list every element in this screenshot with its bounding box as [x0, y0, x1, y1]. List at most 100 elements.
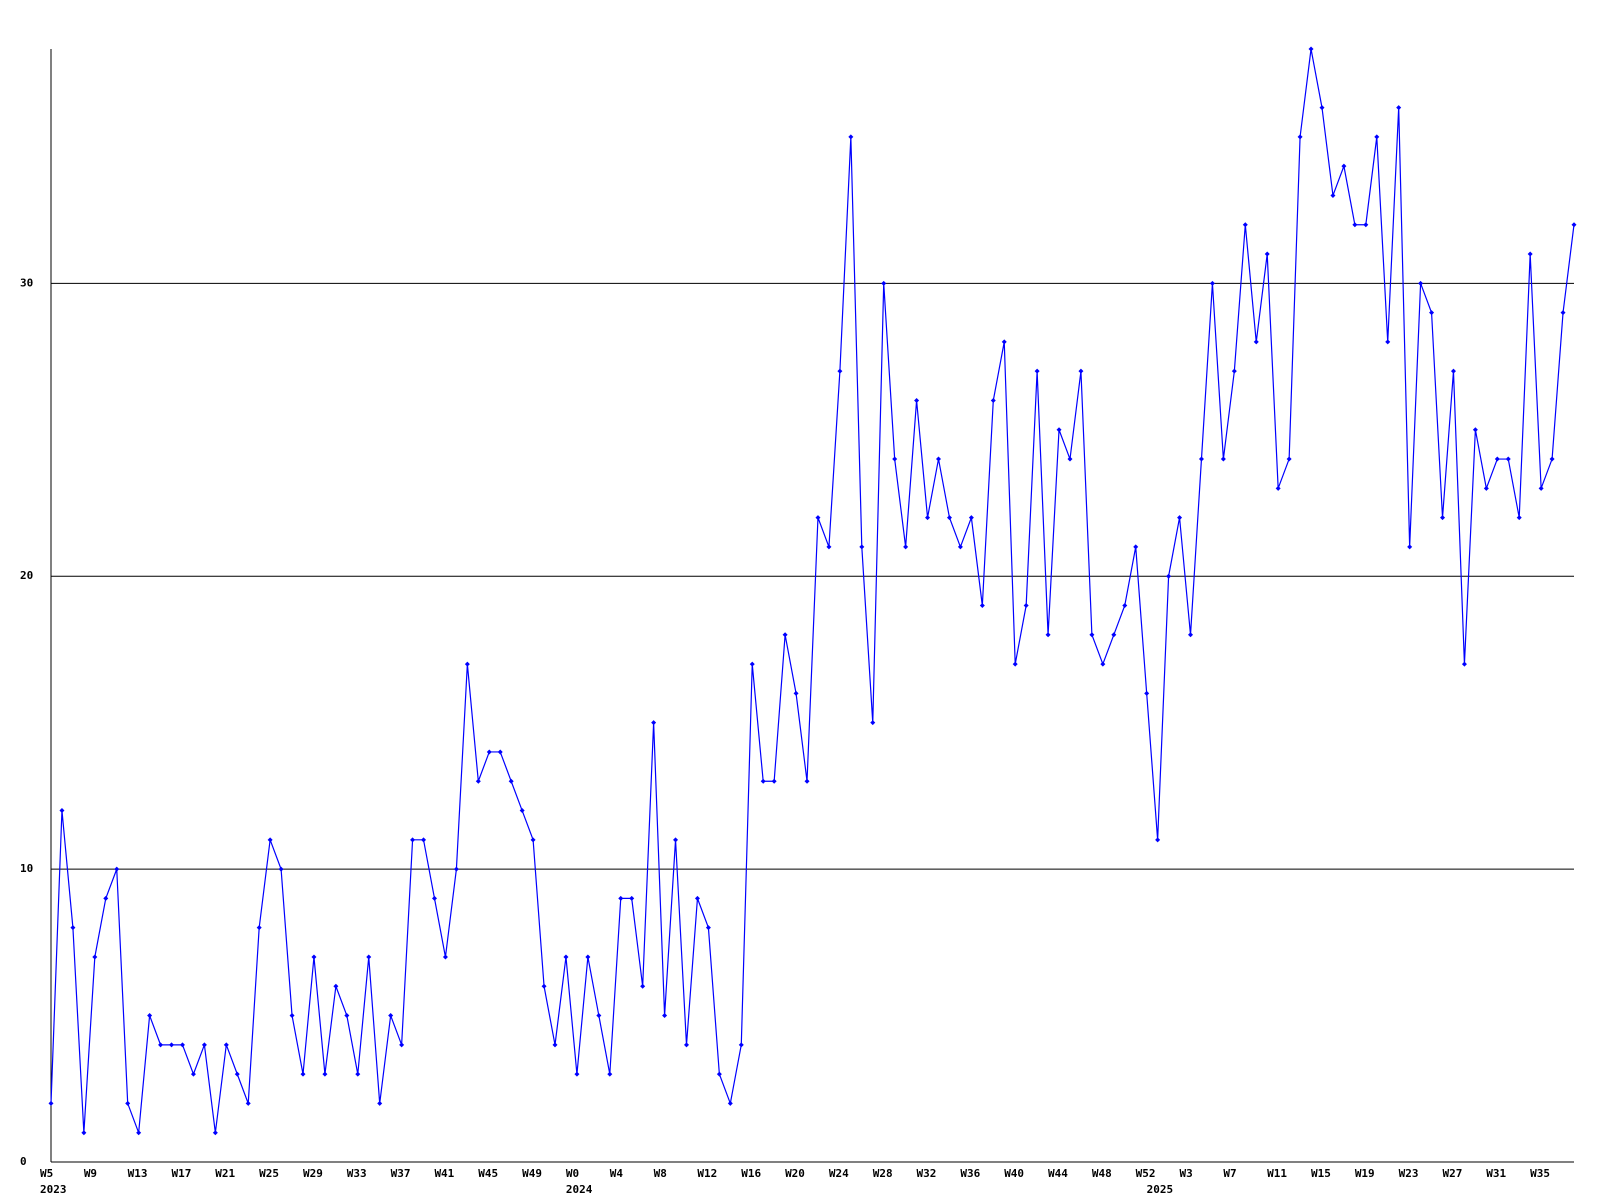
y-tick-label: 10	[20, 862, 33, 875]
data-point	[936, 456, 942, 462]
data-point	[1034, 368, 1040, 374]
x-tick-label: W8	[654, 1167, 667, 1180]
data-point	[1450, 368, 1456, 374]
x-tick-label: W9	[84, 1167, 97, 1180]
x-tick-label: W19	[1355, 1167, 1375, 1180]
data-point	[990, 397, 996, 403]
data-point	[596, 1013, 602, 1019]
x-tick-label: W23	[1399, 1167, 1419, 1180]
data-point	[881, 280, 887, 286]
data-point	[1155, 837, 1161, 843]
data-point	[1133, 544, 1139, 550]
x-tick-label: W29	[303, 1167, 323, 1180]
x-tick-label: W37	[391, 1167, 411, 1180]
data-point	[1461, 661, 1467, 667]
data-point	[147, 1013, 153, 1019]
y-tick-label: 20	[20, 569, 33, 582]
data-point	[640, 983, 646, 989]
data-point	[1286, 456, 1292, 462]
data-point	[475, 778, 481, 784]
data-point	[607, 1071, 613, 1077]
data-point	[1494, 456, 1500, 462]
data-point	[300, 1071, 306, 1077]
data-point	[212, 1130, 218, 1136]
x-tick-label: W3	[1180, 1167, 1193, 1180]
data-point	[1067, 456, 1073, 462]
data-point	[925, 515, 931, 521]
x-tick-label: W41	[434, 1167, 454, 1180]
data-point	[1538, 485, 1544, 491]
data-point	[311, 954, 317, 960]
data-point	[169, 1042, 175, 1048]
data-point	[946, 515, 952, 521]
data-point	[421, 837, 427, 843]
data-point	[957, 544, 963, 550]
data-point	[190, 1071, 196, 1077]
data-point	[1363, 222, 1369, 228]
data-point	[629, 895, 635, 901]
data-point	[103, 895, 109, 901]
data-point	[1429, 310, 1435, 316]
data-point	[683, 1042, 689, 1048]
data-point	[804, 778, 810, 784]
data-point	[651, 720, 657, 726]
data-point	[1023, 603, 1029, 608]
data-point	[738, 1042, 744, 1048]
x-tick-label: W0	[566, 1167, 579, 1180]
data-point	[278, 866, 284, 872]
year-label: 2023	[40, 1183, 67, 1196]
data-line	[50, 48, 1575, 1133]
data-point	[322, 1071, 328, 1077]
data-point	[179, 1042, 185, 1048]
data-point	[245, 1100, 251, 1106]
data-point	[267, 837, 273, 843]
data-point	[355, 1071, 361, 1077]
data-point	[1571, 222, 1577, 228]
data-point	[1385, 339, 1391, 345]
data-point	[1264, 251, 1270, 257]
data-point	[749, 661, 755, 667]
x-tick-label: W15	[1311, 1167, 1331, 1180]
x-tick-label: W28	[873, 1167, 893, 1180]
data-point	[771, 778, 777, 784]
data-point	[1341, 163, 1347, 169]
x-tick-label: W33	[347, 1167, 367, 1180]
x-tick-label: W49	[522, 1167, 542, 1180]
data-point	[201, 1042, 207, 1048]
data-point	[333, 983, 339, 989]
data-point	[1231, 368, 1237, 374]
data-point	[694, 895, 700, 901]
data-point	[1177, 515, 1183, 521]
x-tick-label: W20	[785, 1167, 805, 1180]
data-point	[508, 778, 514, 784]
x-tick-label: W13	[128, 1167, 148, 1180]
x-tick-label: W40	[1004, 1167, 1024, 1180]
data-point	[859, 544, 865, 550]
data-point	[1045, 632, 1051, 638]
data-point	[125, 1100, 131, 1106]
data-point	[1297, 134, 1303, 140]
data-point	[552, 1042, 558, 1048]
data-point	[837, 368, 843, 374]
data-point	[1100, 661, 1106, 667]
data-point	[464, 661, 470, 667]
data-point	[716, 1071, 722, 1077]
x-tick-label: W11	[1267, 1167, 1287, 1180]
data-point	[1188, 632, 1194, 638]
data-point	[234, 1071, 240, 1077]
data-point	[760, 778, 766, 784]
data-point	[782, 632, 788, 638]
data-point	[870, 720, 876, 726]
data-point	[399, 1042, 405, 1048]
data-point	[1352, 222, 1358, 228]
x-tick-label: W21	[215, 1167, 235, 1180]
x-tick-label: W12	[697, 1167, 717, 1180]
data-point	[1220, 456, 1226, 462]
y-tick-label: 0	[20, 1155, 27, 1168]
x-tick-label: W35	[1530, 1167, 1550, 1180]
data-point	[1472, 427, 1478, 433]
data-point	[289, 1013, 295, 1019]
data-point	[541, 983, 547, 989]
year-label: 2024	[566, 1183, 593, 1196]
